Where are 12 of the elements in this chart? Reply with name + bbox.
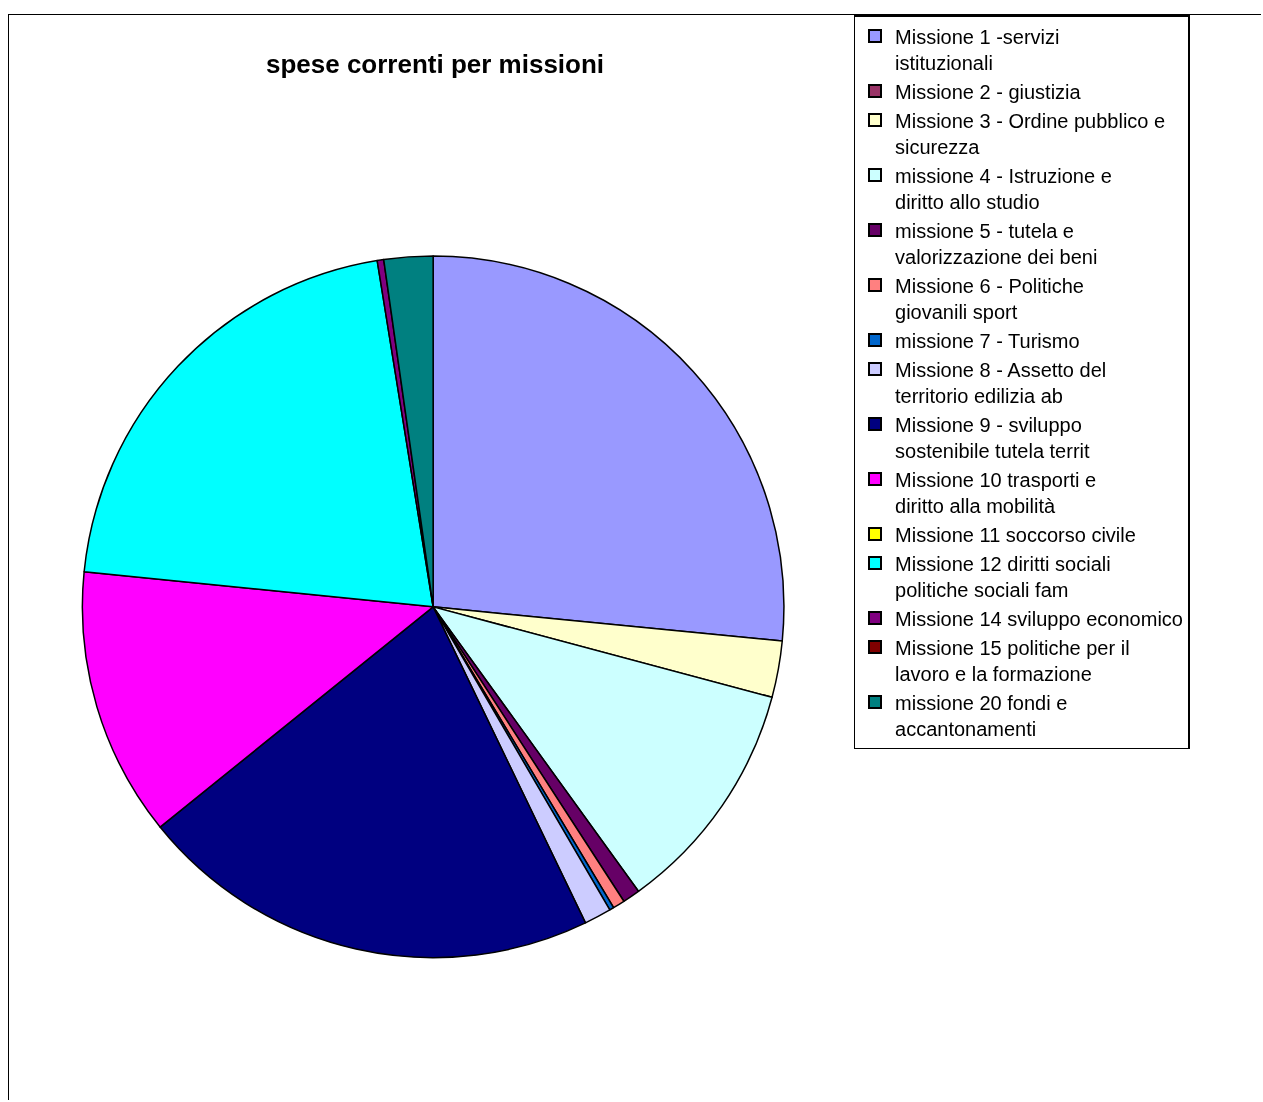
legend-label: Missione 2 - giustizia: [895, 80, 1082, 103]
legend-label: Missione 11 soccorso civile: [895, 523, 1136, 546]
legend-label: Missione 12 diritti sociali politiche sociali fam: [895, 552, 1111, 601]
legend-label: missione 5 - tutela e valorizzazione dei beni: [895, 219, 1098, 268]
legend-label: missione 20 fondi e accantonamenti: [895, 691, 1068, 740]
legend-label: Missione 14 sviluppo economico: [895, 607, 1183, 630]
legend-label: Missione 1 -servizi istituzionali: [895, 25, 1060, 74]
legend-label: Missione 10 trasporti e diritto alla mobilità: [895, 468, 1097, 517]
legend-label: missione 7 - Turismo: [895, 329, 1080, 352]
legend-label: Missione 8 - Assetto del territorio edilizia ab: [895, 358, 1107, 407]
text: spese correnti per missioni: [265, 48, 605, 79]
legend-label: Missione 9 - sviluppo sostenibile tutela territ: [895, 413, 1091, 462]
